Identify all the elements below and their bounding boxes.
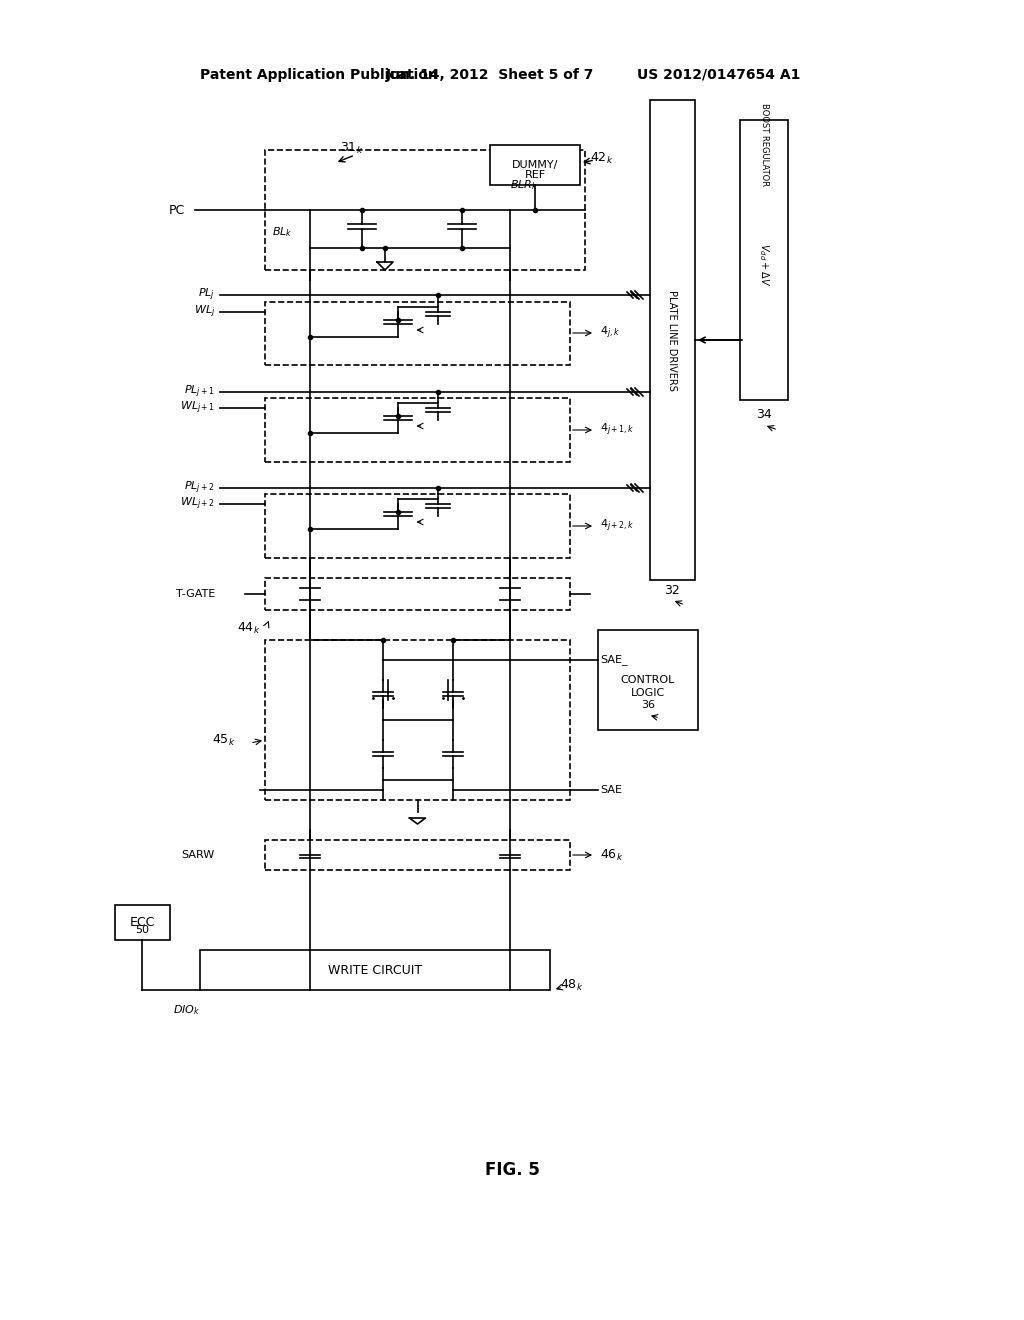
Text: 36: 36	[641, 700, 655, 710]
Text: $BL_k$: $BL_k$	[272, 226, 293, 239]
Text: $BLR_k$: $BLR_k$	[510, 178, 539, 191]
Text: FIG. 5: FIG. 5	[484, 1162, 540, 1179]
Bar	[265, 578, 570, 610]
Text: $48_k$: $48_k$	[560, 977, 584, 993]
Text: $PL_{j+1}$: $PL_{j+1}$	[184, 384, 215, 400]
Text: $31_k$: $31_k$	[340, 140, 364, 156]
Text: WRITE CIRCUIT: WRITE CIRCUIT	[328, 964, 422, 977]
Text: Jun. 14, 2012  Sheet 5 of 7: Jun. 14, 2012 Sheet 5 of 7	[386, 69, 594, 82]
Bar	[598, 630, 698, 730]
Text: $WL_{j+1}$: $WL_{j+1}$	[180, 400, 215, 416]
Text: $DIO_k$: $DIO_k$	[173, 1003, 200, 1016]
Text: PLATE LINE DRIVERS: PLATE LINE DRIVERS	[667, 289, 677, 391]
Text: ECC: ECC	[129, 916, 155, 928]
Text: 32: 32	[665, 583, 680, 597]
Text: $PL_{j}$: $PL_{j}$	[198, 286, 215, 304]
Bar	[265, 399, 570, 462]
Text: $V_{dd}+\Delta V$: $V_{dd}+\Delta V$	[757, 243, 771, 286]
Bar	[650, 100, 695, 579]
Text: $44_k$: $44_k$	[237, 620, 260, 635]
Bar	[740, 120, 788, 400]
Text: DUMMY/: DUMMY/	[512, 160, 558, 170]
Bar	[265, 150, 585, 271]
Text: BOOST REGULATOR: BOOST REGULATOR	[760, 103, 768, 186]
Text: $45_k$: $45_k$	[212, 733, 234, 747]
Bar	[115, 906, 170, 940]
Text: $WL_{j}$: $WL_{j}$	[194, 304, 215, 321]
Text: $4_{j+1,k}$: $4_{j+1,k}$	[600, 422, 635, 438]
Text: SAE: SAE	[600, 785, 622, 795]
Text: $42_k$: $42_k$	[590, 150, 613, 165]
Text: Patent Application Publication: Patent Application Publication	[200, 69, 437, 82]
Bar	[200, 950, 550, 990]
Text: US 2012/0147654 A1: US 2012/0147654 A1	[637, 69, 800, 82]
Text: $4_{j,k}$: $4_{j,k}$	[600, 325, 621, 341]
Bar	[265, 640, 570, 800]
Text: LOGIC: LOGIC	[631, 688, 666, 698]
Text: $4_{j+2,k}$: $4_{j+2,k}$	[600, 517, 635, 535]
Text: SAE_: SAE_	[600, 655, 628, 665]
Text: $WL_{j+2}$: $WL_{j+2}$	[180, 496, 215, 512]
Bar	[265, 840, 570, 870]
Text: $46_k$: $46_k$	[600, 847, 624, 862]
Text: T-GATE: T-GATE	[176, 589, 215, 599]
Text: PC: PC	[169, 203, 185, 216]
Text: $PL_{j+2}$: $PL_{j+2}$	[184, 479, 215, 496]
Text: 50: 50	[135, 925, 150, 935]
Text: REF: REF	[524, 170, 546, 180]
Bar	[265, 494, 570, 558]
Text: SARW: SARW	[181, 850, 215, 861]
Text: CONTROL: CONTROL	[621, 675, 675, 685]
Bar	[490, 145, 580, 185]
Text: 34: 34	[756, 408, 772, 421]
Bar	[265, 302, 570, 366]
